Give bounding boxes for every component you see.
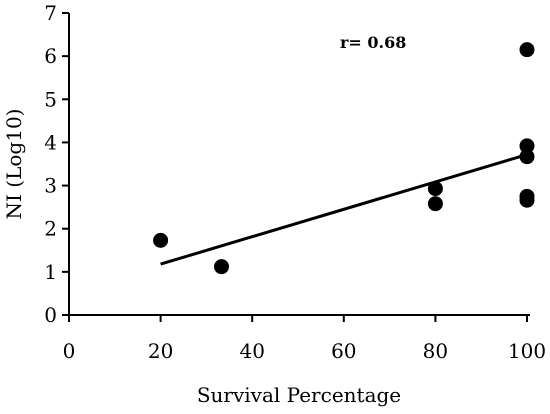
data-point <box>519 138 535 154</box>
x-tick-label: 20 <box>148 339 173 363</box>
y-axis: 0 1 2 3 4 5 6 7 <box>44 1 70 327</box>
data-point <box>153 232 169 248</box>
y-tick-label: 3 <box>44 174 57 198</box>
data-point <box>519 192 535 208</box>
y-axis-label: NI (Log10) <box>2 109 26 220</box>
data-point <box>214 259 230 275</box>
x-axis-label: Survival Percentage <box>197 383 401 407</box>
y-tick-label: 4 <box>44 130 57 154</box>
x-axis: 0 20 40 60 80 100 <box>63 314 546 363</box>
x-tick-label: 60 <box>331 339 356 363</box>
x-tick-label: 100 <box>508 339 546 363</box>
data-point <box>519 42 535 58</box>
x-tick-label: 80 <box>423 339 448 363</box>
y-ticks: 0 1 2 3 4 5 6 7 <box>44 1 69 327</box>
y-tick-label: 6 <box>44 44 57 68</box>
x-tick-label: 0 <box>63 339 76 363</box>
trendline <box>160 153 528 266</box>
y-tick-label: 0 <box>44 303 57 327</box>
y-tick-label: 2 <box>44 217 57 241</box>
y-tick-label: 7 <box>44 1 57 25</box>
x-ticks: 0 20 40 60 80 100 <box>63 315 546 363</box>
y-tick-label: 1 <box>44 260 57 284</box>
y-tick-label: 5 <box>44 87 57 111</box>
data-point <box>519 149 535 165</box>
data-point <box>427 181 443 197</box>
data-points <box>153 42 535 275</box>
x-tick-label: 40 <box>239 339 264 363</box>
annotation-r-value: r= 0.68 <box>340 33 406 52</box>
data-point <box>427 196 443 212</box>
